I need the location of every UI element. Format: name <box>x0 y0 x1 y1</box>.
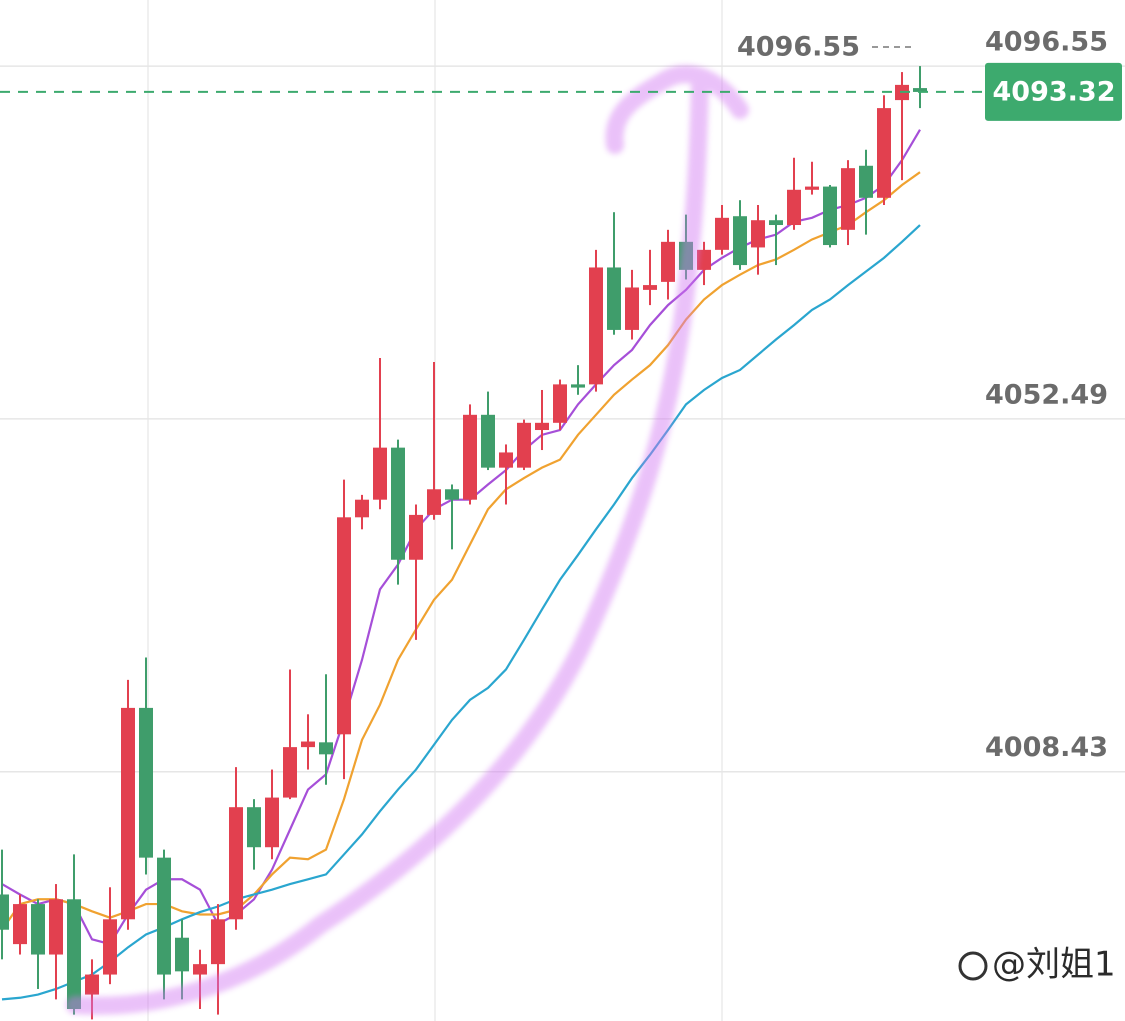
candle-body <box>283 747 297 798</box>
hand-drawn-arrow <box>66 65 749 1015</box>
lines-layer <box>1 129 921 1001</box>
candle-body <box>427 489 441 515</box>
candle-body <box>805 186 819 190</box>
candle-body <box>355 499 369 518</box>
candle-body <box>823 186 837 246</box>
candle-body <box>0 894 9 930</box>
candle-body <box>535 422 549 431</box>
candles-layer <box>0 66 927 1020</box>
candle-body <box>13 904 27 945</box>
candle-body <box>499 452 513 468</box>
candle-body <box>877 108 891 198</box>
candle-body <box>643 285 657 290</box>
candle-body <box>193 964 207 975</box>
candle-body <box>481 414 495 468</box>
candle-body <box>103 919 117 975</box>
candle-body <box>661 241 675 282</box>
candle-body <box>211 919 225 965</box>
candle-body <box>913 88 927 92</box>
y-tick-label: 4008.43 <box>985 732 1108 763</box>
candle-body <box>301 741 315 748</box>
candle-body <box>319 742 333 755</box>
candle-body <box>337 517 351 735</box>
candle-body <box>139 707 153 858</box>
high-annotation: 4096.55 <box>737 32 860 63</box>
watermark-text: @刘姐1 <box>992 945 1116 985</box>
candle-body <box>571 384 585 388</box>
candle-body <box>409 514 423 560</box>
y-tick-label: 4052.49 <box>985 379 1108 410</box>
candle-body <box>49 899 63 955</box>
candle-body <box>463 414 477 500</box>
candle-body <box>715 217 729 250</box>
moving-average-line <box>1 171 921 931</box>
candle-body <box>121 707 135 920</box>
y-tick-label: 4096.55 <box>985 27 1108 58</box>
candle-body <box>769 220 783 226</box>
last-price-label: 4093.32 <box>993 76 1116 107</box>
last-price-tag <box>985 62 1122 121</box>
candle-body <box>607 267 621 330</box>
candle-body <box>265 797 279 848</box>
candle-body <box>247 807 261 848</box>
candle-body <box>625 287 639 330</box>
candle-body <box>697 249 711 270</box>
labels-layer: 4008.43 4052.49 4096.55 4093.32 4096.55 <box>0 27 1122 763</box>
candle-body <box>841 168 855 230</box>
candle-body <box>589 267 603 385</box>
candle-body <box>859 165 873 198</box>
candle-body <box>517 422 531 468</box>
candle-body <box>553 384 567 423</box>
moving-average-line <box>1 224 921 1001</box>
candle-body <box>787 189 801 226</box>
candle-body <box>391 447 405 560</box>
moving-average-line <box>1 129 921 946</box>
watermark: @刘姐1 <box>958 945 1116 985</box>
candle-body <box>751 220 765 248</box>
candle-body <box>67 899 81 1009</box>
candle-body <box>175 937 189 972</box>
candle-body <box>157 857 171 975</box>
candle-body <box>31 904 45 955</box>
watermark-icon <box>958 951 988 981</box>
candle-body <box>229 807 243 920</box>
candle-body <box>85 974 99 995</box>
candle-body <box>733 216 747 266</box>
candle-body <box>373 447 387 500</box>
candle-body <box>445 489 459 500</box>
